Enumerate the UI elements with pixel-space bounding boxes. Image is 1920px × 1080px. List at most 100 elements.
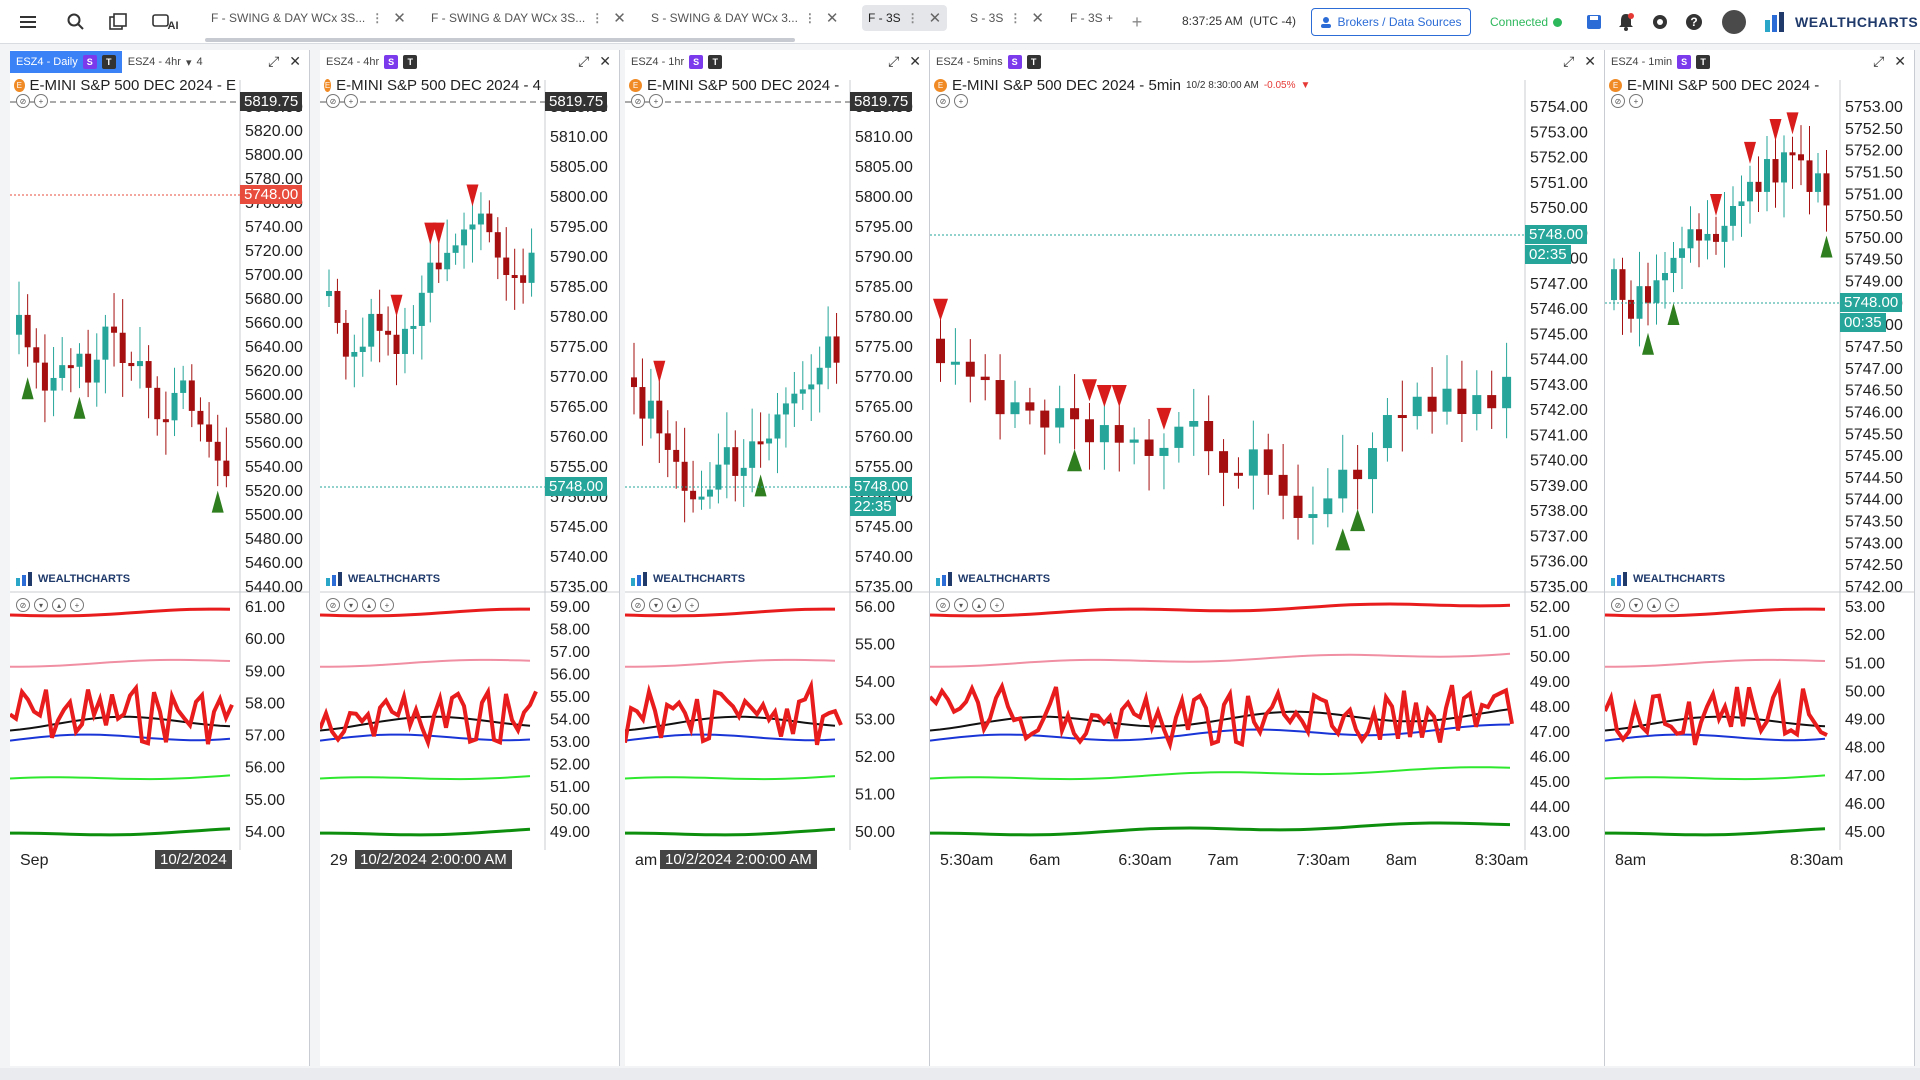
layout-tab-1[interactable]: F - SWING & DAY WCx 3S... ⋮ ✕ — [205, 5, 412, 31]
close-icon[interactable]: ✕ — [1894, 53, 1906, 69]
candle-body — [1696, 229, 1702, 241]
layouts-icon[interactable] — [106, 10, 130, 34]
timeframe-tab[interactable]: ESZ4 - 1hr S T — [625, 51, 728, 73]
maximize-icon[interactable]: ⤢ — [268, 53, 280, 69]
tab-menu-icon[interactable]: ⋮ — [591, 11, 604, 25]
strategy-badge-icon[interactable]: S — [1007, 55, 1022, 69]
move-down-icon[interactable]: ▾ — [344, 598, 358, 612]
notifications-icon[interactable] — [1614, 10, 1638, 34]
hide-icon[interactable]: ⊘ — [631, 598, 645, 612]
chart-panel[interactable]: ESZ4 - 4hr S T ⤢ ✕ E E-MINI S&P 500 DEC 2024 -… — [320, 50, 620, 1066]
timeframe-tab[interactable]: ESZ4 - 4hr ▾ 4 — [122, 51, 209, 73]
chart-panel[interactable]: ESZ4 - Daily S T ESZ4 - 4hr ▾ 4 ⤢ ✕ E E-MINI S&P … — [10, 50, 310, 1066]
move-up-icon[interactable]: ▴ — [362, 598, 376, 612]
hide-icon[interactable]: ⊘ — [1611, 94, 1625, 108]
add-icon[interactable]: + — [1629, 94, 1643, 108]
close-icon[interactable]: ✕ — [928, 10, 942, 27]
layout-tab-3[interactable]: S - SWING & DAY WCx 3... ⋮ ✕ — [645, 5, 844, 31]
buy-signal-arrow-icon — [211, 490, 224, 513]
brokers-button[interactable]: Brokers / Data Sources — [1311, 8, 1471, 36]
price-tick-label: 5745.00 — [1530, 326, 1588, 343]
maximize-icon[interactable]: ⤢ — [1873, 53, 1885, 69]
move-up-icon[interactable]: ▴ — [52, 598, 66, 612]
add-icon[interactable]: + — [1665, 598, 1679, 612]
move-down-icon[interactable]: ▾ — [1629, 598, 1643, 612]
close-icon[interactable]: ✕ — [1031, 10, 1044, 27]
menu-icon[interactable] — [16, 10, 40, 34]
add-icon[interactable]: + — [344, 94, 358, 108]
chart-panel[interactable]: ESZ4 - 1min S T ⤢ ✕ E E-MINI S&P 500 DEC 2024 … — [1605, 50, 1915, 1066]
move-down-icon[interactable]: ▾ — [34, 598, 48, 612]
chart-panel[interactable]: ESZ4 - 1hr S T ⤢ ✕ E E-MINI S&P 500 DEC 2024 -… — [625, 50, 930, 1066]
tab-menu-icon[interactable]: ⋮ — [803, 11, 816, 25]
add-tab-icon[interactable]: + — [1131, 11, 1143, 32]
move-up-icon[interactable]: ▴ — [972, 598, 986, 612]
timeframe-tab[interactable]: ESZ4 - 1min S T — [1605, 51, 1716, 73]
candle-body — [757, 441, 764, 445]
maximize-icon[interactable]: ⤢ — [1563, 53, 1575, 69]
trade-badge-icon[interactable]: T — [101, 55, 116, 69]
move-down-icon[interactable]: ▾ — [649, 598, 663, 612]
candle-body — [715, 464, 722, 490]
candle-body — [1764, 159, 1770, 192]
close-icon[interactable]: ✕ — [599, 53, 611, 69]
save-icon[interactable] — [1582, 10, 1606, 34]
layout-tab-2[interactable]: F - SWING & DAY WCx 3S... ⋮ ✕ — [425, 5, 632, 31]
tab-menu-icon[interactable]: ⋮ — [371, 11, 384, 25]
timeframe-tab[interactable]: ESZ4 - 5mins S T — [930, 51, 1047, 73]
layout-tab-6[interactable]: F - 3S + — [1064, 5, 1119, 31]
strategy-badge-icon[interactable]: S — [689, 55, 704, 69]
close-icon[interactable]: ✕ — [289, 53, 301, 69]
tab-menu-icon[interactable]: ⋮ — [1009, 11, 1022, 25]
move-up-icon[interactable]: ▴ — [1647, 598, 1661, 612]
hide-icon[interactable]: ⊘ — [936, 94, 950, 108]
help-icon[interactable]: ? — [1682, 10, 1706, 34]
move-down-icon[interactable]: ▾ — [954, 598, 968, 612]
strategy-badge-icon[interactable]: S — [1677, 55, 1692, 69]
hide-icon[interactable]: ⊘ — [936, 598, 950, 612]
strategy-badge-icon[interactable]: S — [384, 55, 399, 69]
hide-icon[interactable]: ⊘ — [631, 94, 645, 108]
ai-assistant-icon[interactable]: AI — [148, 10, 182, 34]
settings-gear-icon[interactable] — [1648, 10, 1672, 34]
close-icon[interactable]: ✕ — [909, 53, 921, 69]
maximize-icon[interactable]: ⤢ — [578, 53, 590, 69]
add-icon[interactable]: + — [990, 598, 1004, 612]
tabs-scrollbar[interactable] — [205, 38, 795, 42]
price-pane-controls: ⊘ + — [936, 94, 968, 108]
trade-badge-icon[interactable]: T — [1696, 55, 1711, 69]
hide-icon[interactable]: ⊘ — [16, 94, 30, 108]
search-icon[interactable] — [64, 10, 88, 34]
user-avatar[interactable] — [1722, 10, 1746, 34]
chart-panel[interactable]: ESZ4 - 5mins S T ⤢ ✕ E E-MINI S&P 500 DEC 2024… — [930, 50, 1605, 1066]
timeframe-tab[interactable]: ESZ4 - Daily S T — [10, 51, 122, 73]
dropdown-icon[interactable]: ▾ — [185, 56, 192, 69]
add-icon[interactable]: + — [954, 94, 968, 108]
move-up-icon[interactable]: ▴ — [667, 598, 681, 612]
layout-tab-5[interactable]: S - 3S ⋮ ✕ — [964, 5, 1050, 31]
add-icon[interactable]: + — [649, 94, 663, 108]
tab-menu-icon[interactable]: ⋮ — [906, 11, 919, 25]
indicator-tick-label: 48.00 — [1530, 699, 1570, 716]
timeframe-tab[interactable]: ESZ4 - 4hr S T — [320, 51, 423, 73]
trade-badge-icon[interactable]: T — [708, 55, 723, 69]
strategy-badge-icon[interactable]: S — [82, 55, 97, 69]
close-icon[interactable]: ✕ — [825, 10, 839, 27]
trade-badge-icon[interactable]: T — [403, 55, 418, 69]
logo-mark-icon — [631, 572, 647, 586]
hide-icon[interactable]: ⊘ — [16, 598, 30, 612]
trade-badge-icon[interactable]: T — [1026, 55, 1041, 69]
wealthcharts-logo: WEALTHCHARTS — [1765, 12, 1918, 32]
maximize-icon[interactable]: ⤢ — [888, 53, 900, 69]
hide-icon[interactable]: ⊘ — [326, 598, 340, 612]
hide-icon[interactable]: ⊘ — [326, 94, 340, 108]
close-icon[interactable]: ✕ — [1584, 53, 1596, 69]
add-icon[interactable]: + — [70, 598, 84, 612]
add-icon[interactable]: + — [685, 598, 699, 612]
layout-tab-4[interactable]: F - 3S ⋮ ✕ — [862, 5, 948, 31]
close-icon[interactable]: ✕ — [613, 10, 626, 27]
add-icon[interactable]: + — [34, 94, 48, 108]
close-icon[interactable]: ✕ — [393, 10, 406, 27]
add-icon[interactable]: + — [380, 598, 394, 612]
hide-icon[interactable]: ⊘ — [1611, 598, 1625, 612]
